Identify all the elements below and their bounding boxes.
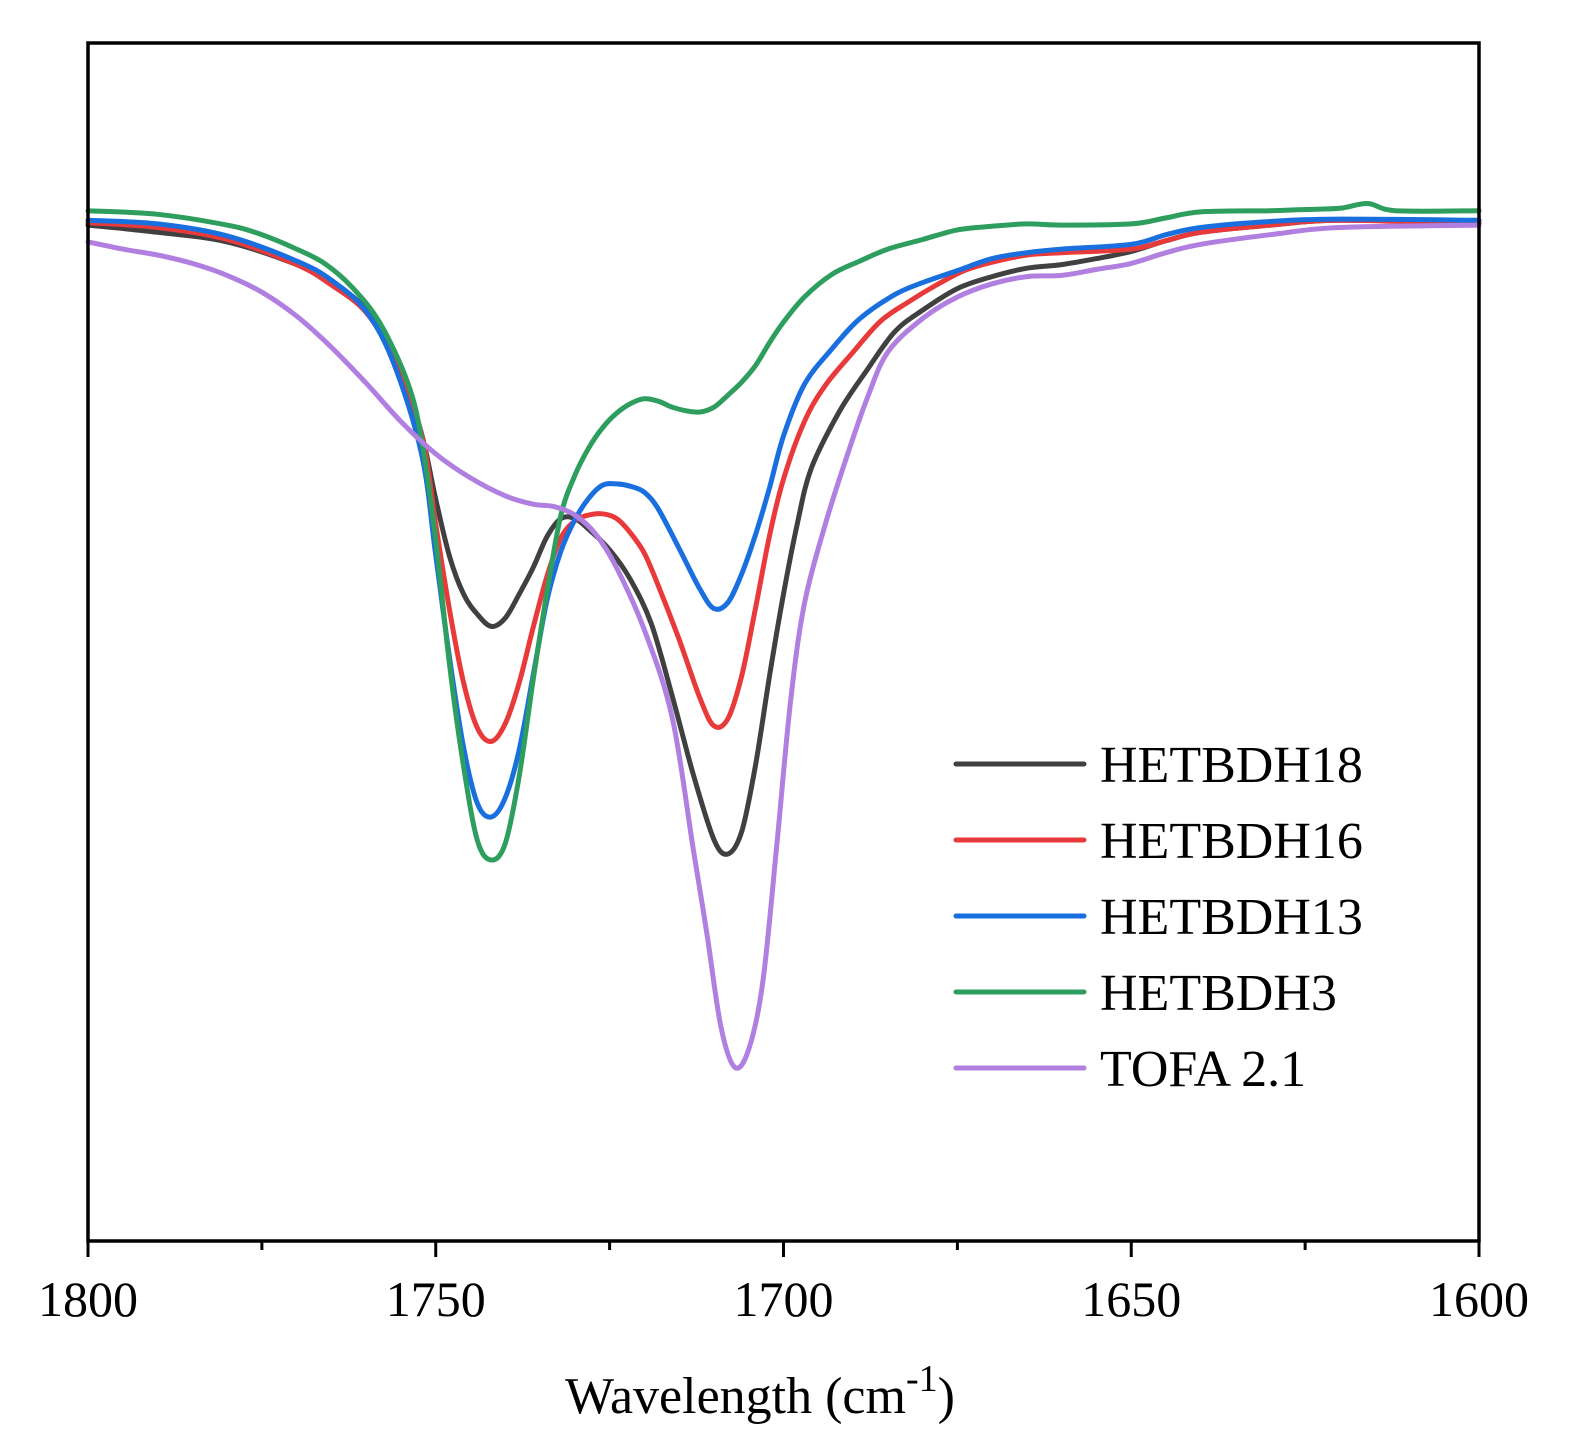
series-line-tofa-2-1 <box>85 222 1482 1071</box>
legend-label-hetbdh3: HETBDH3 <box>1100 965 1337 1022</box>
x-axis-title-superscript: -1 <box>906 1358 938 1400</box>
x-tick-label: 1600 <box>1429 1271 1529 1327</box>
legend-label-hetbdh18: HETBDH18 <box>1100 737 1363 794</box>
x-axis-title-main: Wavelength (cm <box>565 1368 906 1425</box>
x-axis-title: Wavelength (cm-1) <box>565 1358 955 1425</box>
legend-label-tofa-2-1: TOFA 2.1 <box>1100 1041 1306 1098</box>
legend: HETBDH18 HETBDH16 HETBDH13 HETBDH3 TOFA 2.1 <box>953 737 1363 1098</box>
legend-label-hetbdh13: HETBDH13 <box>1100 889 1363 946</box>
series-line-hetbdh16 <box>85 217 1482 744</box>
x-axis: 1800 1750 1700 1650 1600 <box>38 1241 1529 1327</box>
series-line-hetbdh13 <box>85 216 1482 820</box>
x-tick-label: 1800 <box>38 1271 138 1327</box>
x-tick-label: 1650 <box>1081 1271 1181 1327</box>
legend-label-hetbdh16: HETBDH16 <box>1100 813 1363 870</box>
x-axis-title-suffix: ) <box>938 1368 955 1425</box>
x-tick-label: 1700 <box>734 1271 834 1327</box>
series-layer <box>85 200 1482 1071</box>
x-tick-label: 1750 <box>386 1271 486 1327</box>
